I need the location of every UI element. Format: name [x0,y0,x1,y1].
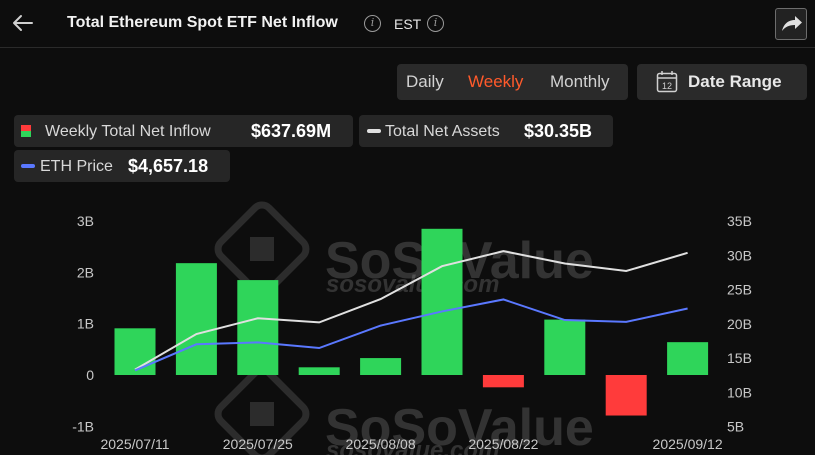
legend-value: $30.35B [524,121,593,141]
eth-price-line [134,298,688,372]
info-icon[interactable]: i [364,15,381,32]
y-right-tick-label: 15B [727,350,752,366]
x-tick-label: 2025/08/22 [468,436,538,452]
inflow-bar [237,280,279,375]
y-left-tick-label: 1B [77,316,94,332]
watermark-brand: SoSoValue [325,399,594,455]
inflow-bar [544,319,586,375]
inflow-bar [360,358,402,375]
legend-label: Weekly Total Net Inflow [45,123,211,140]
share-icon [782,16,802,31]
watermark-url: sosovalue.com [326,437,499,455]
inflow-bar [667,342,709,375]
inflow-bar [114,328,156,375]
date-range-button[interactable] [637,64,807,100]
inflow-bar [421,228,463,375]
net-assets-line [134,250,688,371]
y-right-tick-label: 20B [727,316,752,332]
legend-label: Total Net Assets [385,123,500,140]
tab-daily[interactable]: Daily [406,72,444,91]
y-right-tick-label: 35B [727,213,752,229]
inflow-bar [482,375,524,388]
x-tick-label: 2025/09/12 [653,436,723,452]
y-right-tick-label: 30B [727,247,752,263]
date-range-label: Date Range [688,72,782,91]
inflow-bar [605,375,647,416]
page-title: Total Ethereum Spot ETF Net Inflow [67,14,338,31]
header-bar: Total Ethereum Spot ETF Net Inflow i EST… [0,0,815,48]
timezone-label: EST [394,16,422,32]
legend-label: ETH Price [40,158,113,175]
legend-net-assets[interactable]: Total Net Assets $30.35B [359,115,613,147]
y-right-tick-label: 10B [727,384,752,400]
watermark-url: sosovalue.com [326,271,499,298]
net-inflow-chart: SoSoValuesosovalue.comSoSoValuesosovalue… [72,201,752,455]
y-left-tick-label: 2B [77,264,94,280]
legend-net-inflow[interactable]: Weekly Total Net Inflow $637.69M [14,115,353,147]
inflow-bar [298,367,340,375]
period-selector: Daily Weekly Monthly [397,64,628,100]
line-swatch-icon [21,164,35,168]
back-arrow-icon[interactable] [10,10,36,36]
line-swatch-icon [367,129,381,133]
inflow-bar [175,263,217,375]
calendar-day: 12 [662,81,672,91]
tab-monthly[interactable]: Monthly [550,72,610,91]
calendar-icon: 12 [656,71,678,93]
watermark-logo-icon [214,366,310,455]
y-left-tick-label: 3B [77,213,94,229]
y-left-tick-label: -1B [72,418,94,434]
y-left-tick-label: 0 [86,367,94,383]
bar-swatch-icon [21,125,31,137]
legend-value: $637.69M [251,121,332,141]
share-button[interactable] [775,8,807,40]
x-tick-label: 2025/07/25 [223,436,293,452]
y-right-tick-label: 25B [727,282,752,298]
legend-eth-price[interactable]: ETH Price $4,657.18 [14,150,230,182]
y-right-tick-label: 5B [727,419,744,435]
timezone-info-icon[interactable]: i [427,15,444,32]
tab-weekly[interactable]: Weekly [468,72,524,91]
legend-value: $4,657.18 [128,156,209,176]
x-tick-label: 2025/08/08 [346,436,416,452]
x-tick-label: 2025/07/11 [100,436,169,452]
watermark-logo-icon [214,201,310,297]
